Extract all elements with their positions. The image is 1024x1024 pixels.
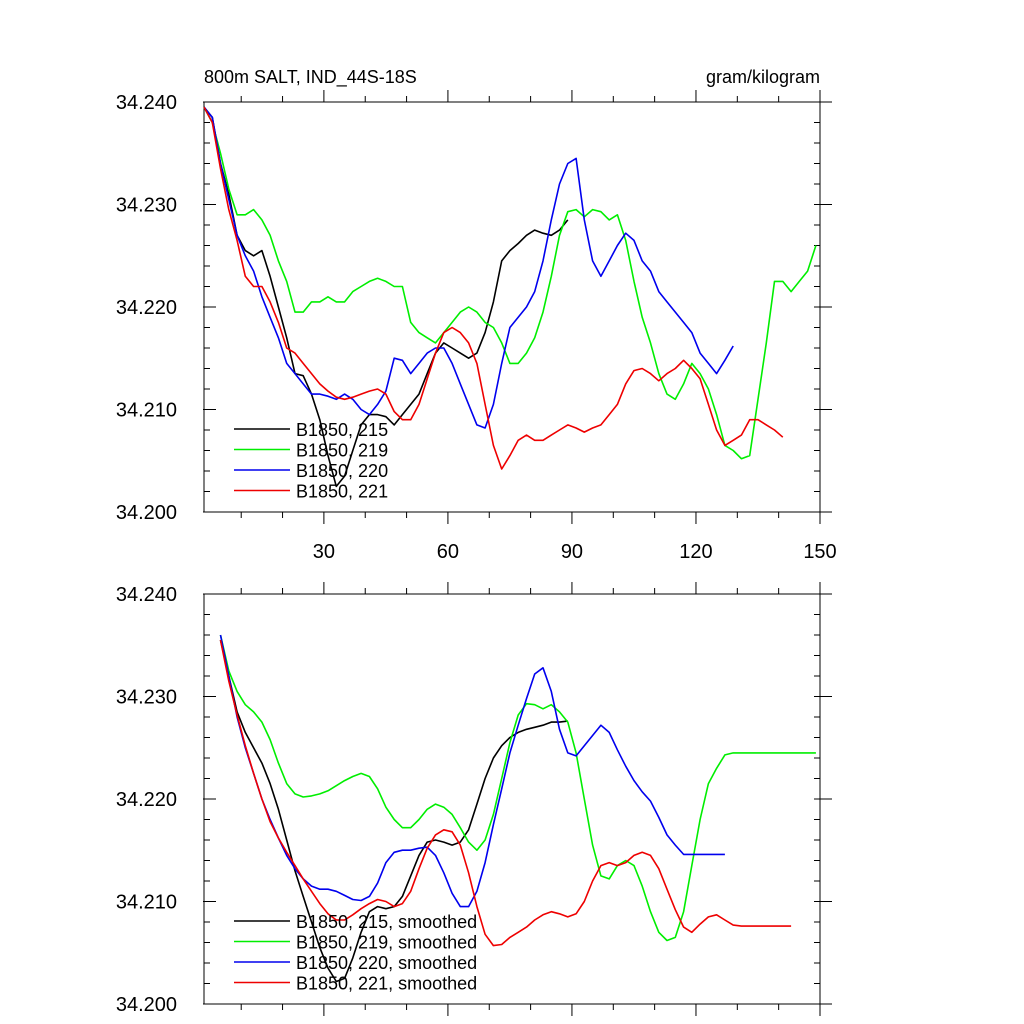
x-tick-label: 120	[679, 541, 712, 563]
y-tick-label: 34.230	[116, 195, 177, 217]
series-line-3	[203, 106, 734, 429]
legend-label: B1850, 215, smoothed	[296, 912, 477, 932]
y-tick-label: 34.200	[116, 994, 177, 1016]
series-line-3	[219, 634, 725, 908]
series-line-1	[203, 106, 569, 488]
y-tick-label: 34.210	[116, 400, 177, 422]
y-tick-label: 34.210	[116, 892, 177, 914]
legend-label: B1850, 220	[296, 461, 388, 481]
y-tick-label: 34.240	[116, 584, 177, 606]
series-line-2	[203, 106, 817, 460]
legend-label: B1850, 221, smoothed	[296, 974, 477, 994]
units-label: gram/kilogram	[706, 67, 820, 87]
top-panel: 800m SALT, IND_44S-18S gram/kilogram 34.…	[116, 67, 837, 563]
y-tick-label: 34.200	[116, 502, 177, 524]
legend-label: B1850, 219	[296, 441, 388, 461]
x-tick-label: 60	[437, 541, 459, 563]
legend-label: B1850, 215	[296, 420, 388, 440]
y-tick-label: 34.230	[116, 687, 177, 709]
series-line-4	[219, 639, 792, 947]
y-tick-label: 34.240	[116, 92, 177, 114]
series-line-4	[203, 106, 784, 470]
y-tick-label: 34.220	[116, 789, 177, 811]
bottom-panel: 34.200 34.210 34.220 34.230 34.240 B1850, 215…	[116, 582, 832, 1016]
x-tick-label: 150	[803, 541, 836, 563]
chart-title: 800m SALT, IND_44S-18S	[204, 67, 417, 88]
legend-label: B1850, 219, smoothed	[296, 933, 477, 953]
legend-label: B1850, 220, smoothed	[296, 953, 477, 973]
y-tick-label: 34.220	[116, 297, 177, 319]
x-tick-label: 90	[561, 541, 583, 563]
legend-label: B1850, 221	[296, 482, 388, 502]
series-line-2	[219, 634, 816, 942]
x-tick-label: 30	[313, 541, 335, 563]
